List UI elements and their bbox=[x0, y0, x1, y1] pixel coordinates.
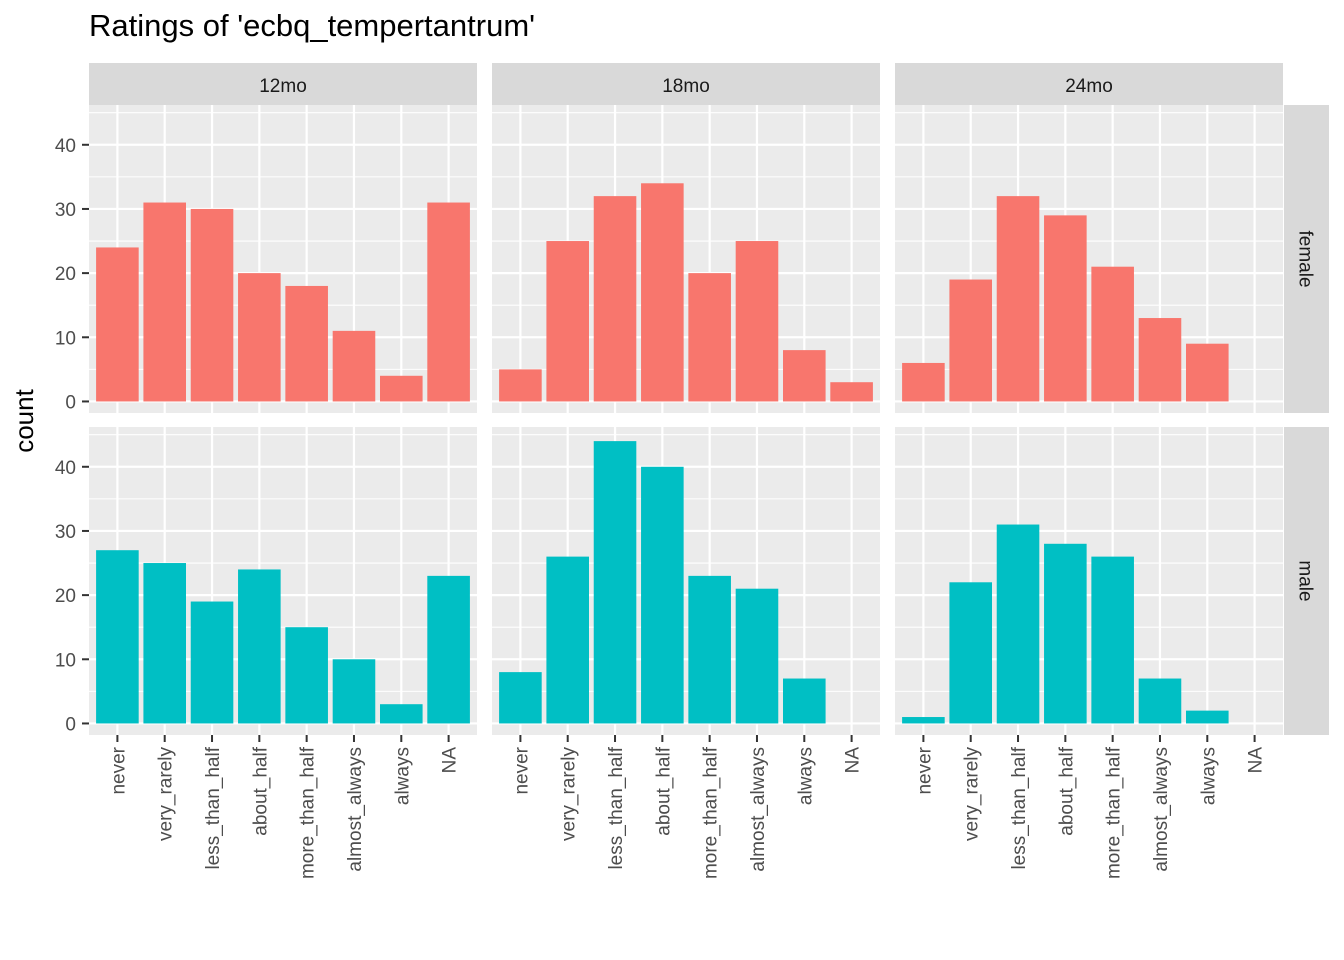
bar-18mo-female-about_half bbox=[641, 183, 684, 402]
chart-title: Ratings of 'ecbq_tempertantrum' bbox=[89, 8, 536, 43]
facet-label-male: male bbox=[1295, 560, 1316, 601]
x-tick-label: NA bbox=[440, 747, 461, 774]
bar-12mo-female-less_than_half bbox=[190, 208, 234, 402]
y-axis-label: count bbox=[9, 388, 39, 452]
x-tick-label: almost_always bbox=[748, 747, 769, 872]
x-tick-label: about_half bbox=[1056, 746, 1077, 835]
facet-label-18mo: 18mo bbox=[662, 76, 710, 97]
bar-18mo-male-almost_always bbox=[735, 588, 779, 724]
bar-12mo-male-almost_always bbox=[332, 659, 376, 724]
x-tick-label: almost_always bbox=[1151, 747, 1172, 872]
x-tick-label: less_than_half bbox=[203, 746, 224, 869]
bar-18mo-male-about_half bbox=[641, 466, 684, 724]
x-tick-label: always bbox=[1198, 747, 1219, 805]
facet-strip-male bbox=[1284, 427, 1329, 735]
bar-18mo-female-never bbox=[499, 369, 542, 402]
bar-18mo-female-always bbox=[783, 350, 826, 402]
x-tick-label: always bbox=[392, 747, 413, 805]
y-tick-label: 30 bbox=[55, 522, 76, 543]
bar-12mo-female-about_half bbox=[238, 273, 281, 402]
x-tick-label: never bbox=[511, 746, 532, 794]
facet-strip-18mo bbox=[492, 63, 880, 105]
x-tick-label: always bbox=[795, 747, 816, 805]
facet-strip-12mo bbox=[89, 63, 477, 105]
facet-strip-female bbox=[1284, 105, 1329, 413]
bar-12mo-male-less_than_half bbox=[190, 601, 234, 724]
bar-24mo-male-always bbox=[1186, 710, 1229, 724]
bar-12mo-male-very_rarely bbox=[143, 563, 186, 724]
x-tick-label: never bbox=[914, 746, 935, 794]
bar-24mo-female-about_half bbox=[1044, 215, 1087, 402]
bar-24mo-female-very_rarely bbox=[949, 279, 992, 402]
bar-12mo-female-NA bbox=[427, 202, 470, 402]
bar-18mo-female-less_than_half bbox=[593, 196, 637, 402]
bar-24mo-male-never bbox=[902, 717, 945, 724]
y-tick-label: 0 bbox=[65, 714, 76, 735]
bar-18mo-female-more_than_half bbox=[688, 273, 731, 402]
bar-18mo-female-very_rarely bbox=[546, 241, 589, 402]
bar-18mo-male-less_than_half bbox=[593, 441, 637, 724]
panel-12mo-male bbox=[89, 427, 477, 735]
x-tick-label: never bbox=[108, 746, 129, 794]
x-tick-label: very_rarely bbox=[156, 747, 177, 841]
x-tick-label: NA bbox=[1246, 747, 1267, 774]
bar-18mo-male-always bbox=[783, 678, 826, 724]
bar-12mo-female-never bbox=[96, 247, 139, 402]
y-tick-label: 40 bbox=[55, 136, 76, 157]
panel-12mo-female bbox=[89, 105, 477, 413]
bar-12mo-male-NA bbox=[427, 575, 470, 724]
x-tick-label: more_than_half bbox=[298, 746, 319, 879]
facet-label-female: female bbox=[1295, 230, 1316, 287]
bar-18mo-female-almost_always bbox=[735, 241, 779, 402]
bar-12mo-male-more_than_half bbox=[285, 627, 328, 724]
bar-12mo-female-very_rarely bbox=[143, 202, 186, 402]
panel-18mo-female bbox=[492, 105, 880, 413]
x-tick-label: about_half bbox=[250, 746, 271, 835]
bar-24mo-male-very_rarely bbox=[949, 582, 992, 724]
bar-12mo-female-more_than_half bbox=[285, 285, 328, 402]
y-tick-label: 0 bbox=[65, 392, 76, 413]
bar-18mo-male-very_rarely bbox=[546, 556, 589, 724]
x-tick-label: more_than_half bbox=[701, 746, 722, 879]
bar-12mo-male-always bbox=[380, 704, 423, 724]
x-tick-label: NA bbox=[843, 747, 864, 774]
facet-label-24mo: 24mo bbox=[1065, 76, 1113, 97]
x-tick-label: more_than_half bbox=[1104, 746, 1125, 879]
x-tick-label: less_than_half bbox=[1009, 746, 1030, 869]
y-tick-label: 20 bbox=[55, 264, 76, 285]
y-tick-label: 10 bbox=[55, 650, 76, 671]
x-tick-label: about_half bbox=[653, 746, 674, 835]
bar-18mo-male-more_than_half bbox=[688, 575, 731, 724]
bar-12mo-male-about_half bbox=[238, 569, 281, 724]
x-tick-label: very_rarely bbox=[962, 747, 983, 841]
panel-18mo-male bbox=[492, 427, 880, 735]
bar-24mo-male-almost_always bbox=[1138, 678, 1182, 724]
x-tick-label: very_rarely bbox=[559, 747, 580, 841]
bar-24mo-female-almost_always bbox=[1138, 318, 1182, 402]
bar-18mo-female-NA bbox=[830, 382, 873, 402]
facet-strip-24mo bbox=[895, 63, 1283, 105]
bar-18mo-male-never bbox=[499, 672, 542, 724]
bar-12mo-female-always bbox=[380, 375, 423, 402]
bar-24mo-female-always bbox=[1186, 343, 1229, 402]
y-tick-label: 30 bbox=[55, 200, 76, 221]
panel-24mo-male bbox=[895, 427, 1283, 735]
bar-24mo-male-less_than_half bbox=[996, 524, 1040, 724]
y-tick-label: 40 bbox=[55, 458, 76, 479]
bar-24mo-male-about_half bbox=[1044, 543, 1087, 724]
bar-12mo-male-never bbox=[96, 550, 139, 724]
bar-12mo-female-almost_always bbox=[332, 330, 376, 402]
y-tick-label: 20 bbox=[55, 586, 76, 607]
panel-24mo-female bbox=[895, 105, 1283, 413]
bar-24mo-male-more_than_half bbox=[1091, 556, 1134, 724]
y-tick-label: 10 bbox=[55, 328, 76, 349]
bar-24mo-female-never bbox=[902, 362, 945, 402]
facet-label-12mo: 12mo bbox=[259, 76, 307, 97]
panels-layer: 12mo 18mo 24mo female male 0 10 20 30 40 0 10 20 30 40… bbox=[55, 63, 1329, 879]
x-tick-label: almost_always bbox=[345, 747, 366, 872]
bar-24mo-female-less_than_half bbox=[996, 196, 1040, 402]
bar-24mo-female-more_than_half bbox=[1091, 266, 1134, 402]
x-tick-label: less_than_half bbox=[606, 746, 627, 869]
